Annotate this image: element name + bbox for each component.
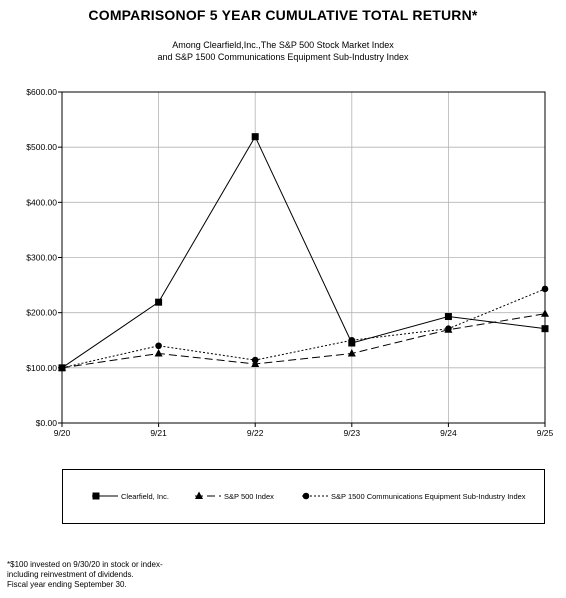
series-0-point-5 xyxy=(541,325,549,333)
x-tick-label: 9/23 xyxy=(344,428,361,438)
legend-marker-0 xyxy=(92,492,100,500)
legend-label-2: S&P 1500 Communications Equipment Sub-In… xyxy=(331,492,526,501)
y-tick-label: $100.00 xyxy=(26,363,57,373)
x-tick-label: 9/22 xyxy=(247,428,264,438)
series-2-point-0 xyxy=(58,364,66,372)
line-chart: $0.00 $100.00 $200.00 $300.00 $400.00 $500.00… xyxy=(26,87,554,501)
series-2-point-2 xyxy=(251,356,259,364)
legend-marker-1 xyxy=(195,491,203,499)
series-line-0 xyxy=(61,135,546,369)
legend-marker-2 xyxy=(302,492,310,500)
x-tick-label: 9/20 xyxy=(54,428,71,438)
series-line-1 xyxy=(61,313,546,369)
series-0-point-2 xyxy=(251,133,259,141)
legend-label-0: Clearfield, Inc. xyxy=(121,492,169,501)
series-2-point-5 xyxy=(541,285,549,293)
series-line-2 xyxy=(61,288,546,369)
y-tick-label: $0.00 xyxy=(36,418,58,428)
y-tick-label: $300.00 xyxy=(26,253,57,263)
series-0-point-1 xyxy=(155,298,163,306)
chart-subtitle-line2: and S&P 1500 Communications Equipment Su… xyxy=(157,52,409,62)
footnote-line3: Fiscal year ending September 30. xyxy=(7,580,127,589)
y-tick-label: $400.00 xyxy=(26,197,57,207)
legend-label-1: S&P 500 Index xyxy=(224,492,274,501)
series-1-point-3 xyxy=(347,348,356,357)
x-tick-label: 9/24 xyxy=(440,428,457,438)
series-2-point-3 xyxy=(348,336,356,344)
x-tick-label: 9/21 xyxy=(150,428,167,438)
y-tick-label: $200.00 xyxy=(26,308,57,318)
footnote-line2: including reinvestment of dividends. xyxy=(7,570,134,579)
chart-title: COMPARISONOF 5 YEAR CUMULATIVE TOTAL RET… xyxy=(88,7,478,23)
series-2-point-1 xyxy=(155,342,162,350)
chart-legend xyxy=(62,469,545,524)
series-1-point-5 xyxy=(541,309,549,317)
series-0-point-4 xyxy=(444,313,452,321)
series-1-point-1 xyxy=(154,348,163,357)
footnote-line1: *$100 invested on 9/30/20 in stock or in… xyxy=(7,560,163,569)
y-tick-label: $500.00 xyxy=(26,142,57,152)
x-tick-label: 9/25 xyxy=(537,428,554,438)
y-tick-label: $600.00 xyxy=(26,87,57,97)
chart-subtitle-line1: Among Clearfield,Inc.,The S&P 500 Stock … xyxy=(172,40,394,50)
footnote: *$100 invested on 9/30/20 in stock or in… xyxy=(7,560,163,590)
series-2-point-4 xyxy=(445,325,452,332)
